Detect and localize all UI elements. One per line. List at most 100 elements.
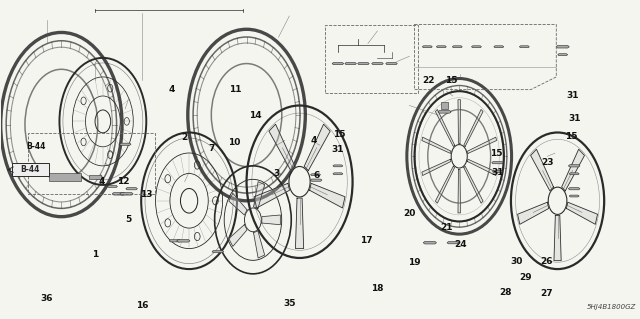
Polygon shape <box>310 179 322 181</box>
Polygon shape <box>169 240 181 242</box>
Polygon shape <box>458 100 460 143</box>
Polygon shape <box>253 231 265 258</box>
Polygon shape <box>464 109 483 146</box>
Polygon shape <box>332 63 344 65</box>
Text: 4: 4 <box>310 136 317 145</box>
Polygon shape <box>228 193 247 215</box>
Text: 15: 15 <box>490 149 502 158</box>
Polygon shape <box>108 186 117 188</box>
Text: 31: 31 <box>568 114 580 123</box>
Polygon shape <box>554 215 561 261</box>
Polygon shape <box>435 109 454 146</box>
Polygon shape <box>472 46 481 48</box>
Text: 15: 15 <box>333 130 346 138</box>
Polygon shape <box>296 198 303 249</box>
Bar <box>28 132 155 195</box>
Text: 16: 16 <box>136 301 148 310</box>
Text: 28: 28 <box>499 288 511 297</box>
Polygon shape <box>422 46 432 48</box>
Polygon shape <box>422 137 451 153</box>
Polygon shape <box>520 46 529 48</box>
Text: 31: 31 <box>492 168 504 177</box>
Text: 13: 13 <box>140 190 152 199</box>
Polygon shape <box>447 241 459 244</box>
Text: 11: 11 <box>230 85 242 94</box>
Polygon shape <box>557 54 568 56</box>
Polygon shape <box>254 183 289 208</box>
FancyBboxPatch shape <box>12 163 49 176</box>
Text: 29: 29 <box>519 272 532 281</box>
Polygon shape <box>423 241 436 244</box>
Polygon shape <box>262 215 280 225</box>
Text: 2: 2 <box>182 133 188 142</box>
Text: 15: 15 <box>445 76 458 85</box>
Polygon shape <box>562 149 584 191</box>
Text: B-44: B-44 <box>20 165 40 174</box>
Text: 21: 21 <box>440 223 452 232</box>
Text: 18: 18 <box>371 284 384 293</box>
Text: 36: 36 <box>40 294 53 303</box>
Polygon shape <box>493 171 502 173</box>
Polygon shape <box>531 149 554 191</box>
Polygon shape <box>372 63 383 65</box>
Polygon shape <box>333 165 343 167</box>
Text: 23: 23 <box>541 158 554 167</box>
Polygon shape <box>386 63 397 65</box>
Polygon shape <box>310 183 345 208</box>
Text: 10: 10 <box>228 137 240 146</box>
Text: 30: 30 <box>511 257 523 266</box>
Polygon shape <box>253 182 265 209</box>
Bar <box>441 102 449 109</box>
Polygon shape <box>269 124 295 171</box>
Polygon shape <box>467 159 497 175</box>
Polygon shape <box>120 143 131 145</box>
Polygon shape <box>177 240 190 242</box>
Text: 5: 5 <box>125 215 132 224</box>
Polygon shape <box>438 111 451 113</box>
Polygon shape <box>566 202 598 224</box>
Polygon shape <box>112 193 125 195</box>
Polygon shape <box>304 124 330 171</box>
Bar <box>90 175 101 179</box>
Text: 14: 14 <box>248 111 261 120</box>
Text: 15: 15 <box>565 132 578 141</box>
Polygon shape <box>556 46 570 48</box>
Polygon shape <box>435 166 454 203</box>
Polygon shape <box>467 137 497 153</box>
Polygon shape <box>569 173 579 175</box>
Text: 27: 27 <box>540 289 552 298</box>
Polygon shape <box>458 169 460 213</box>
Polygon shape <box>518 202 548 224</box>
Text: 24: 24 <box>454 240 467 249</box>
Text: 7: 7 <box>208 144 214 153</box>
Polygon shape <box>228 225 247 247</box>
Polygon shape <box>569 195 579 197</box>
Polygon shape <box>568 188 580 190</box>
Text: 31: 31 <box>332 145 344 154</box>
Polygon shape <box>310 174 321 176</box>
Polygon shape <box>120 193 133 195</box>
Polygon shape <box>494 46 504 48</box>
Polygon shape <box>422 159 451 175</box>
Bar <box>325 25 418 93</box>
Text: 19: 19 <box>408 258 421 267</box>
Polygon shape <box>492 161 503 164</box>
Polygon shape <box>345 63 356 65</box>
Polygon shape <box>452 46 462 48</box>
Polygon shape <box>126 188 138 190</box>
Text: B-44: B-44 <box>26 142 45 151</box>
Text: 20: 20 <box>403 209 415 218</box>
Polygon shape <box>358 63 369 65</box>
Text: 26: 26 <box>540 257 552 266</box>
Text: 1: 1 <box>92 250 99 259</box>
Text: 3: 3 <box>273 169 280 178</box>
Text: 31: 31 <box>566 92 579 100</box>
Bar <box>49 173 81 181</box>
Polygon shape <box>436 46 446 48</box>
Polygon shape <box>464 166 483 203</box>
Text: 22: 22 <box>422 76 435 85</box>
Text: 12: 12 <box>117 177 129 186</box>
Polygon shape <box>212 250 223 253</box>
Polygon shape <box>333 173 343 175</box>
Text: 17: 17 <box>360 236 372 245</box>
